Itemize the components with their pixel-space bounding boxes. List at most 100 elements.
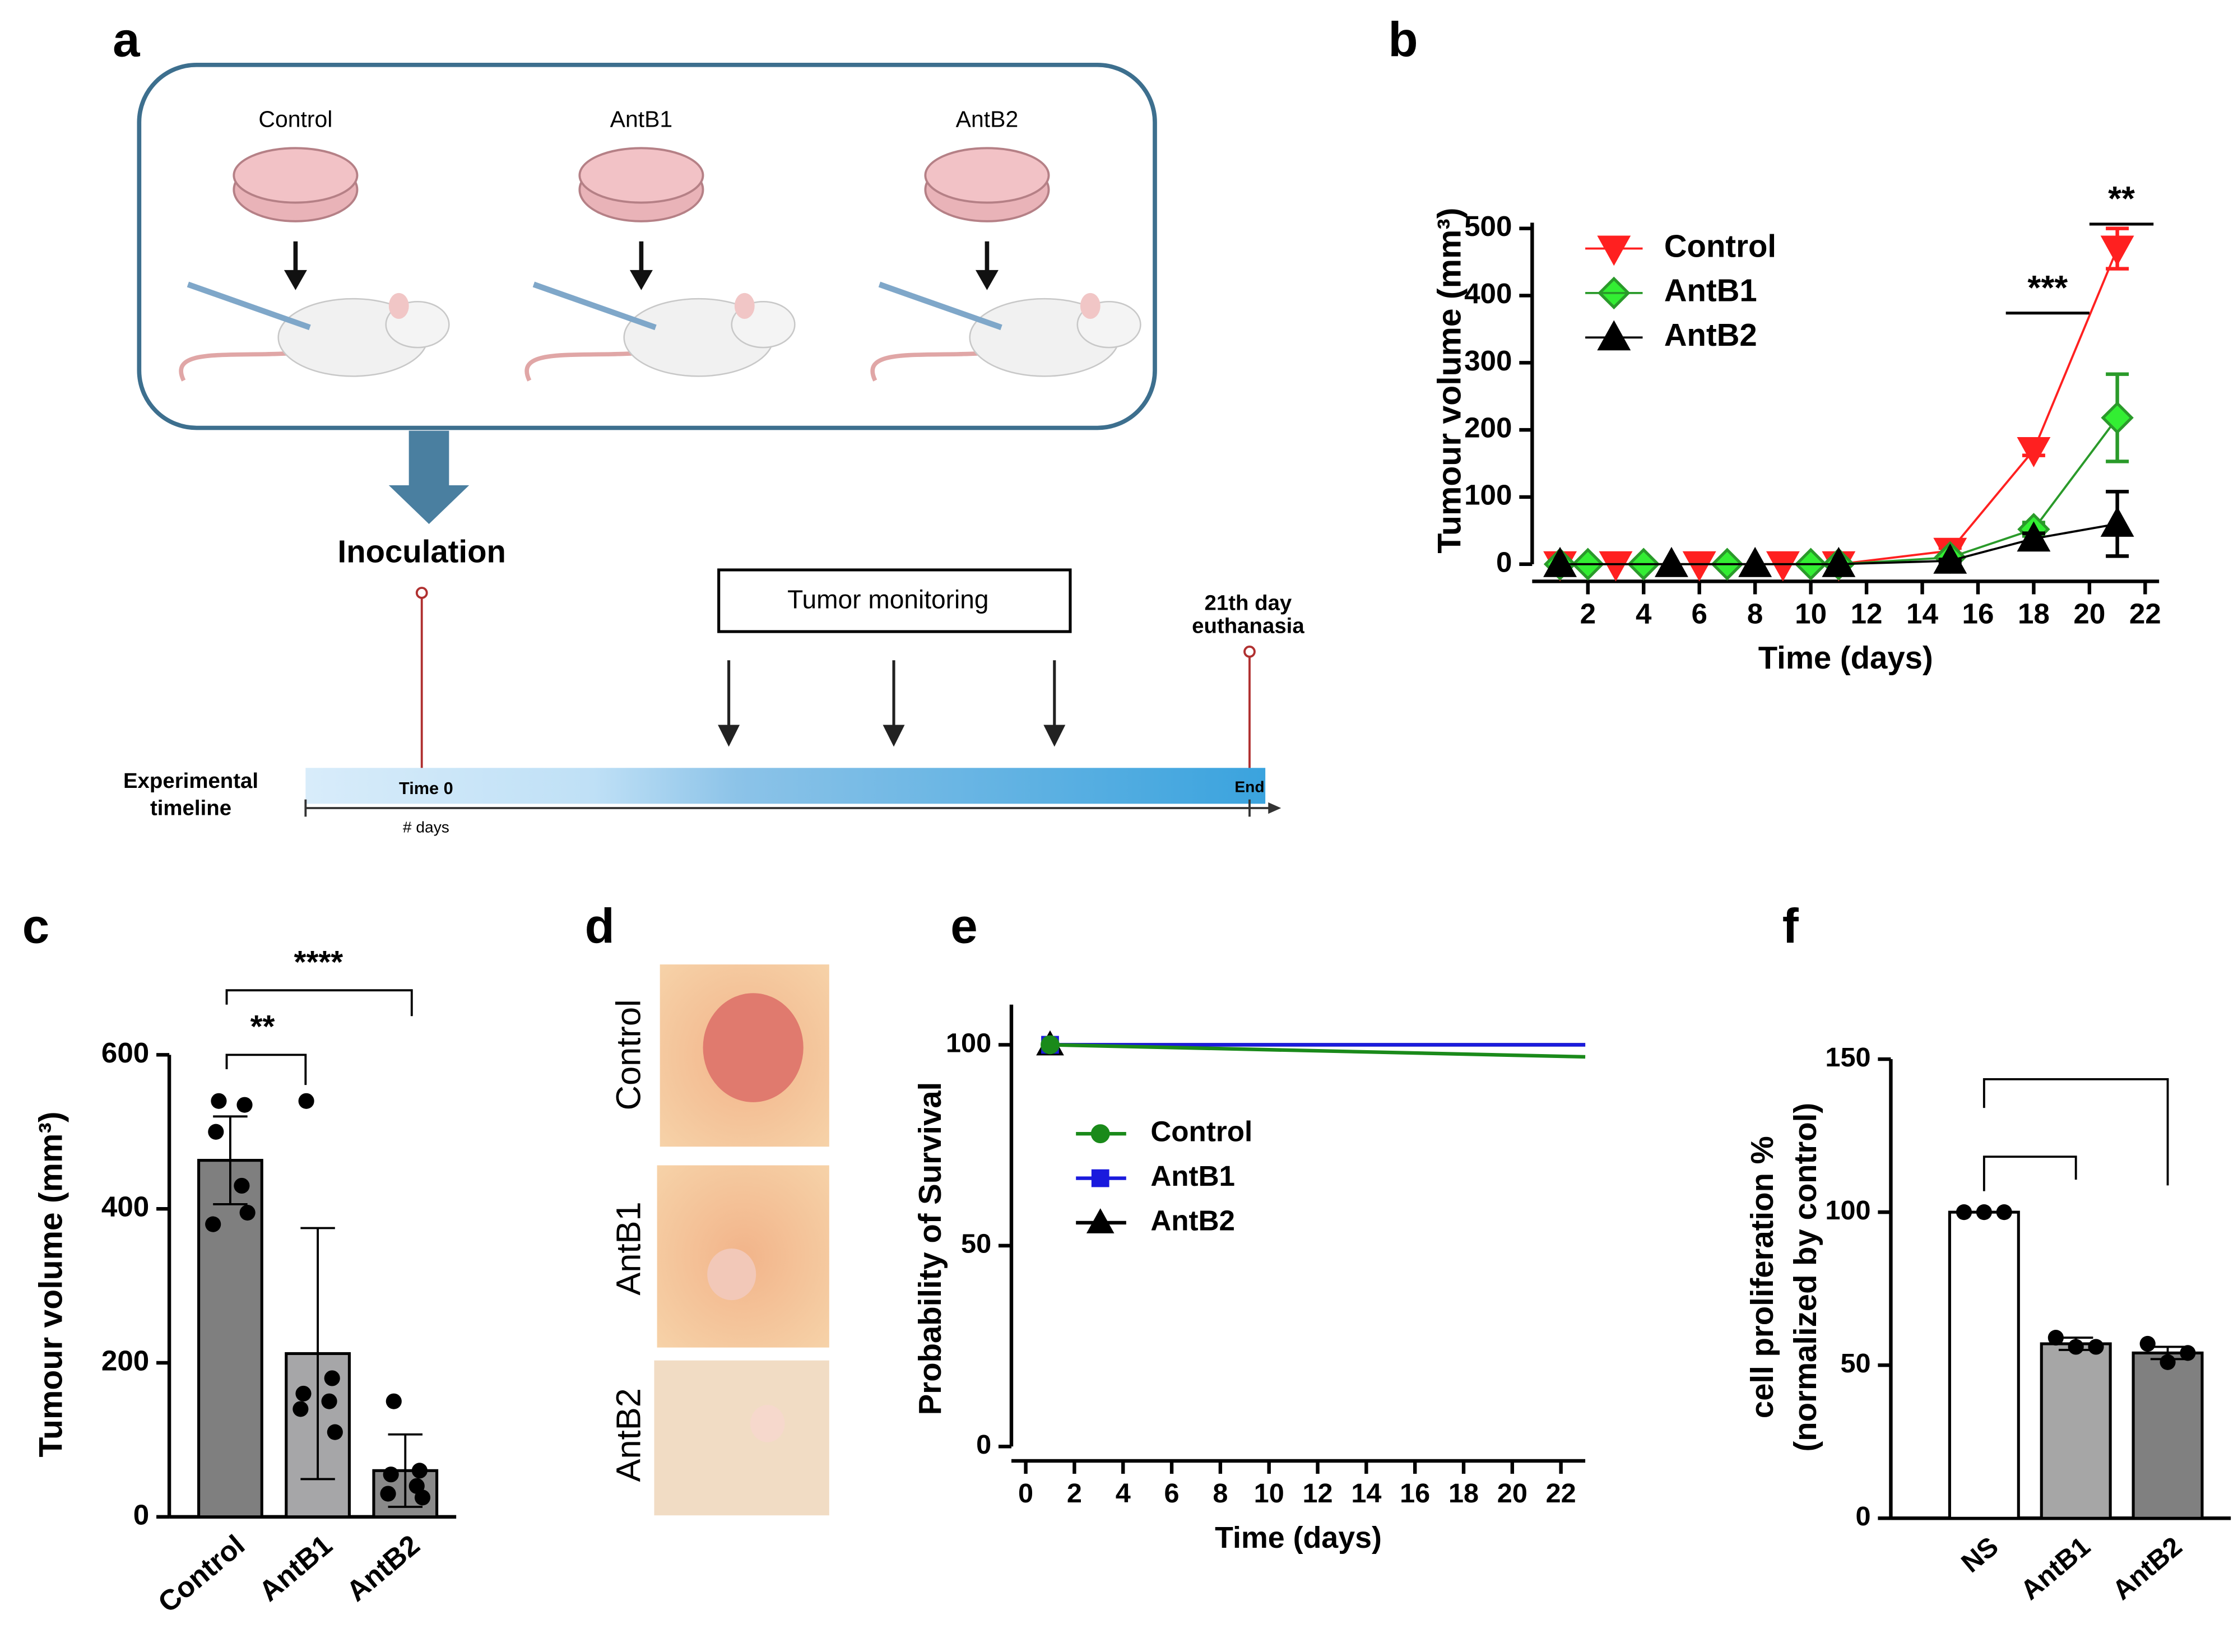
monitor-arrows (718, 660, 1066, 747)
y-tick-label: 0 (1856, 1501, 1871, 1532)
point (2047, 1329, 2064, 1346)
x-tick-label: 22 (1546, 1478, 1576, 1509)
y-tick-label: 100 (946, 1028, 991, 1058)
y-tick-label: 500 (1464, 210, 1512, 242)
end-label: 21th day (1205, 591, 1292, 615)
x-tick-label: 20 (2073, 597, 2105, 629)
point (2180, 1345, 2196, 1361)
x-tick-label: 6 (1691, 597, 1707, 629)
y-tick-label: 300 (1464, 345, 1512, 377)
dish-top (578, 147, 704, 204)
x-tick-label: 2 (1067, 1478, 1082, 1509)
syringe (878, 281, 1002, 331)
big-arrow (388, 430, 470, 525)
panel-label: e (950, 899, 977, 954)
timeline-arrow (1268, 802, 1281, 814)
photo-label: AntB1 (610, 1201, 648, 1295)
point (1996, 1204, 2012, 1221)
bar (1948, 1210, 2020, 1520)
x-tick-label: AntB1 (253, 1529, 338, 1608)
y-tick-label: 50 (1840, 1348, 1870, 1379)
tumor (703, 993, 804, 1102)
x-tick-label: 14 (1351, 1478, 1381, 1509)
point (1976, 1204, 1992, 1221)
photos (654, 964, 829, 1516)
days: # days (403, 818, 449, 836)
x-tick-label: 10 (1795, 597, 1827, 629)
x-tick-label: 22 (2129, 597, 2161, 629)
photo-label: Control (610, 999, 648, 1110)
mouse-ear (734, 293, 755, 319)
y-axis-label: Tumour volume (mm³) (1432, 207, 1468, 553)
x-tick-label: 4 (1636, 597, 1652, 629)
y-tick-label: 50 (961, 1229, 991, 1259)
legend-label: Control (1664, 228, 1776, 263)
x-tick-label: 12 (1302, 1478, 1332, 1509)
marker (1933, 543, 1967, 574)
tail (524, 350, 656, 382)
time0: Time 0 (399, 778, 453, 798)
point (2088, 1339, 2104, 1355)
y-tick-label: 0 (133, 1498, 149, 1530)
legend-label: Control (1150, 1116, 1252, 1148)
y-tick-label: 150 (1825, 1042, 1870, 1073)
marker (1822, 546, 1856, 577)
marker (2101, 401, 2134, 434)
y-axis-label: cell proliferation % (1744, 1136, 1780, 1418)
tumor (707, 1248, 756, 1301)
point (411, 1463, 428, 1479)
legend-label: AntB1 (1664, 273, 1757, 308)
mouse-ear (388, 293, 409, 319)
point (292, 1401, 309, 1417)
point (2068, 1339, 2084, 1355)
tumor (750, 1405, 785, 1442)
marker (1599, 551, 1633, 582)
y-axis-label: Probability of Survival (912, 1082, 948, 1416)
panel-label: a (113, 12, 140, 67)
legend-marker (1086, 1208, 1115, 1233)
point (414, 1489, 431, 1506)
photo (654, 1360, 829, 1516)
x-tick-label: 18 (1448, 1478, 1479, 1509)
tail (179, 350, 310, 382)
y-tick-label: 400 (101, 1191, 149, 1223)
legend-marker (1597, 320, 1631, 351)
x-axis-label: Time (days) (1758, 640, 1933, 675)
sig-bracket (225, 1054, 307, 1085)
dish-top (233, 147, 359, 204)
marker (2100, 235, 2134, 266)
tail (870, 350, 1002, 382)
y-tick-label: 0 (1496, 546, 1512, 578)
x-tick-label: 18 (2018, 597, 2050, 629)
point (386, 1393, 402, 1409)
y-tick-label: 400 (1464, 277, 1512, 309)
marker (1655, 546, 1688, 577)
x-tick-label: NS (1956, 1531, 2004, 1579)
x-tick-label: 16 (1962, 597, 1994, 629)
timeline-label: timeline (150, 796, 231, 820)
x-tick-label: 16 (1400, 1478, 1430, 1509)
x-tick-label: AntB2 (340, 1529, 425, 1608)
point (205, 1216, 221, 1232)
panel-label: c (22, 899, 49, 954)
point (380, 1486, 396, 1502)
point (234, 1177, 250, 1194)
syringe (187, 281, 311, 331)
arrow-head (629, 270, 653, 290)
point (383, 1467, 399, 1483)
x-tick-label: AntB1 (2015, 1531, 2096, 1605)
x-tick-label: 8 (1213, 1478, 1228, 1509)
legend-marker (1090, 1124, 1110, 1144)
legend-label: AntB2 (1664, 317, 1757, 352)
marker (1041, 1035, 1060, 1055)
marker (2017, 437, 2051, 467)
legend-marker (1597, 235, 1631, 266)
point (208, 1124, 224, 1140)
sig-label: *** (2027, 268, 2068, 307)
point (321, 1393, 337, 1409)
marker (1766, 551, 1800, 582)
x-tick-label: AntB2 (2107, 1531, 2188, 1605)
marker (2100, 506, 2134, 537)
legend-marker (1091, 1169, 1109, 1187)
